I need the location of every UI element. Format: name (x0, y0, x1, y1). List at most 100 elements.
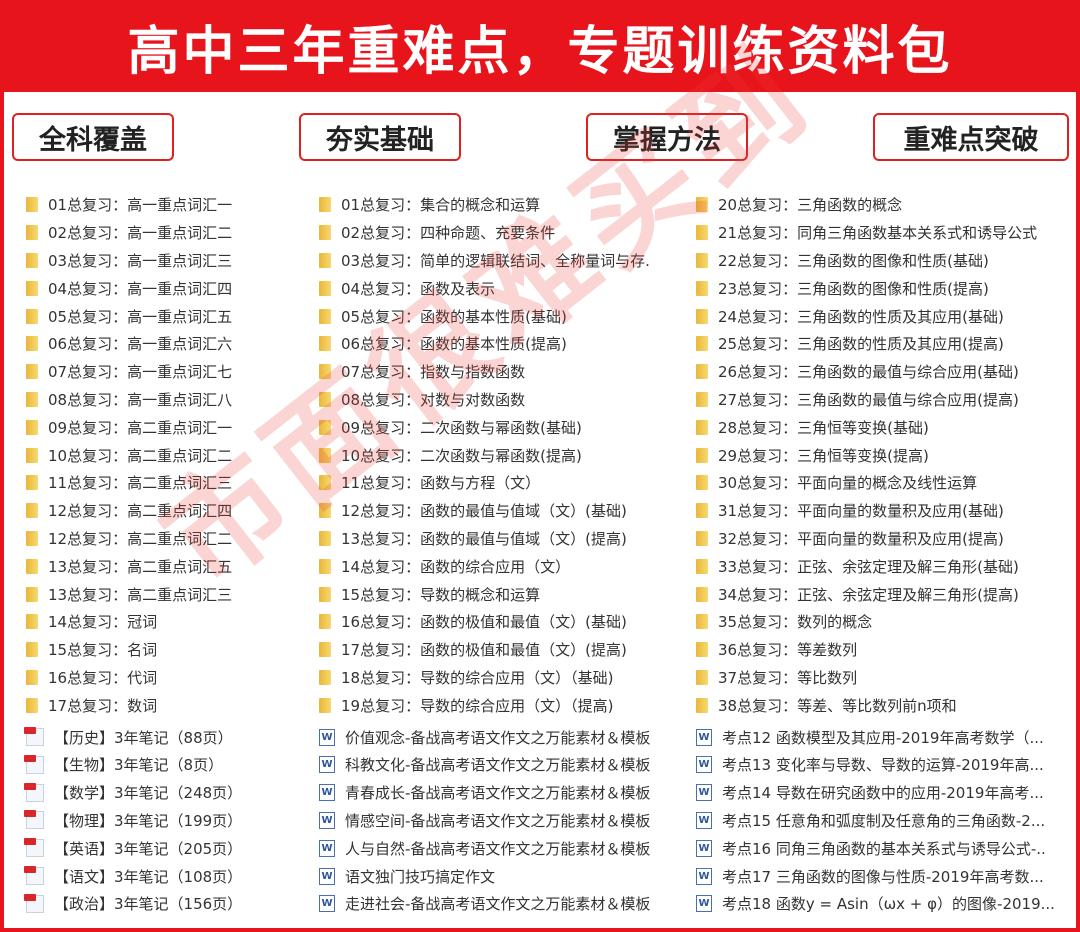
file-item[interactable]: 【历史】3年笔记（88页） (24, 723, 242, 751)
folder-item[interactable]: 19总复习：导数的综合应用（文）（提高) (319, 691, 650, 719)
folder-item[interactable]: 15总复习：导数的概念和运算 (319, 580, 650, 608)
file-item[interactable]: 情感空间-备战高考语文作文之万能素材＆模板 (319, 807, 650, 835)
file-item[interactable]: 价值观念-备战高考语文作文之万能素材＆模板 (319, 723, 650, 751)
file-item[interactable]: 考点13 变化率与导数、导数的运算-2019年高... (696, 751, 1055, 779)
file-item[interactable]: 考点14 导数在研究函数中的应用-2019年高考... (696, 779, 1055, 807)
file-item[interactable]: 人与自然-备战高考语文作文之万能素材＆模板 (319, 834, 650, 862)
item-label: 考点14 导数在研究函数中的应用-2019年高考... (722, 784, 1044, 803)
folder-item[interactable]: 06总复习：函数的基本性质(提高) (319, 330, 650, 358)
file-item[interactable]: 走进社会-备战高考语文作文之万能素材＆模板 (319, 890, 650, 918)
folder-item[interactable]: 35总复习：数列的概念 (696, 608, 1055, 636)
folder-item[interactable]: 16总复习：函数的极值和最值（文）(基础) (319, 608, 650, 636)
folder-item[interactable]: 07总复习：高一重点词汇七 (26, 358, 242, 386)
item-label: 24总复习：三角函数的性质及其应用(基础) (718, 307, 1004, 326)
file-item[interactable]: 青春成长-备战高考语文作文之万能素材＆模板 (319, 779, 650, 807)
file-item[interactable]: 【语文】3年笔记（108页） (24, 862, 242, 890)
folder-item[interactable]: 25总复习：三角函数的性质及其应用(提高) (696, 330, 1055, 358)
folder-item[interactable]: 12总复习：函数的最值与值域（文）(基础) (319, 497, 650, 525)
folder-item[interactable]: 14总复习：冠词 (26, 608, 242, 636)
folder-item[interactable]: 15总复习：名词 (26, 636, 242, 664)
folder-item[interactable]: 36总复习：等差数列 (696, 636, 1055, 664)
folder-item[interactable]: 09总复习：二次函数与幂函数(基础) (319, 413, 650, 441)
folder-icon (26, 697, 38, 713)
folder-item[interactable]: 01总复习：集合的概念和运算 (319, 191, 650, 219)
folder-icon (696, 252, 708, 268)
folder-item[interactable]: 07总复习：指数与指数函数 (319, 358, 650, 386)
item-label: 18总复习：导数的综合应用（文）（基础) (341, 668, 614, 687)
folder-item[interactable]: 30总复习：平面向量的概念及线性运算 (696, 469, 1055, 497)
folder-item[interactable]: 28总复习：三角恒等变换(基础) (696, 413, 1055, 441)
file-item[interactable]: 考点17 三角函数的图像与性质-2019年高考数... (696, 862, 1055, 890)
folder-item[interactable]: 03总复习：简单的逻辑联结词、全称量词与存. (319, 247, 650, 275)
folder-icon (319, 475, 331, 491)
folder-item[interactable]: 03总复习：高一重点词汇三 (26, 247, 242, 275)
folder-item[interactable]: 32总复习：平面向量的数量积及应用(提高) (696, 525, 1055, 553)
word-file-icon (696, 784, 712, 802)
folder-item[interactable]: 08总复习：对数与对数函数 (319, 386, 650, 414)
folder-item[interactable]: 22总复习：三角函数的图像和性质(基础) (696, 247, 1055, 275)
item-label: 08总复习：对数与对数函数 (341, 390, 526, 409)
folder-item[interactable]: 04总复习：函数及表示 (319, 274, 650, 302)
folder-item[interactable]: 38总复习：等差、等比数列前n项和 (696, 691, 1055, 719)
folder-item[interactable]: 01总复习：高一重点词汇一 (26, 191, 242, 219)
folder-item[interactable]: 20总复习：三角函数的概念 (696, 191, 1055, 219)
folder-item[interactable]: 16总复习：代词 (26, 664, 242, 692)
folder-item[interactable]: 13总复习：高二重点词汇五 (26, 552, 242, 580)
folder-item[interactable]: 13总复习：函数的最值与值域（文）(提高) (319, 525, 650, 553)
folder-item[interactable]: 26总复习：三角函数的最值与综合应用(基础) (696, 358, 1055, 386)
file-item[interactable]: 【政治】3年笔记（156页） (24, 890, 243, 918)
item-label: 14总复习：冠词 (48, 613, 158, 632)
file-item[interactable]: 【英语】3年笔记（205页） (24, 834, 242, 862)
item-label: 人与自然-备战高考语文作文之万能素材＆模板 (345, 839, 651, 858)
file-item[interactable]: 考点15 任意角和弧度制及任意角的三角函数-2... (696, 807, 1055, 835)
item-label: 32总复习：平面向量的数量积及应用(提高) (718, 529, 1004, 548)
item-label: 12总复习：高二重点词汇四 (48, 502, 233, 521)
folder-item[interactable]: 10总复习：高二重点词汇二 (26, 441, 242, 469)
folder-item[interactable]: 24总复习：三角函数的性质及其应用(基础) (696, 302, 1055, 330)
folder-item[interactable]: 17总复习：函数的极值和最值（文）(提高) (319, 636, 650, 664)
folder-item[interactable]: 12总复习：高二重点词汇四 (26, 497, 242, 525)
file-item[interactable]: 语文独门技巧搞定作文 (319, 862, 650, 890)
folder-item[interactable]: 34总复习：正弦、余弦定理及解三角形(提高) (696, 580, 1055, 608)
file-item[interactable]: 考点12 函数模型及其应用-2019年高考数学（... (696, 723, 1055, 751)
file-item[interactable]: 考点16 同角三角函数的基本关系式与诱导公式-.. (696, 834, 1055, 862)
folder-item[interactable]: 13总复习：高二重点词汇三 (26, 580, 242, 608)
folder-item[interactable]: 14总复习：函数的综合应用（文） (319, 552, 650, 580)
title-banner: 高中三年重难点，专题训练资料包 (0, 0, 1080, 92)
folder-item[interactable]: 29总复习：三角恒等变换(提高) (696, 441, 1055, 469)
folder-item[interactable]: 09总复习：高二重点词汇一 (26, 413, 242, 441)
folder-item[interactable]: 06总复习：高一重点词汇六 (26, 330, 242, 358)
file-item[interactable]: 【生物】3年笔记（8页） (24, 751, 242, 779)
folder-item[interactable]: 04总复习：高一重点词汇四 (26, 274, 242, 302)
folder-item[interactable]: 12总复习：高二重点词汇二 (26, 525, 242, 553)
folder-icon (319, 336, 331, 352)
folder-item[interactable]: 08总复习：高一重点词汇八 (26, 386, 242, 414)
folder-icon (696, 614, 708, 630)
folder-item[interactable]: 21总复习：同角三角函数基本关系式和诱导公式 (696, 219, 1055, 247)
folder-item[interactable]: 27总复习：三角函数的最值与综合应用(提高) (696, 386, 1055, 414)
folder-item[interactable]: 33总复习：正弦、余弦定理及解三角形(基础) (696, 552, 1055, 580)
folder-item[interactable]: 37总复习：等比数列 (696, 664, 1055, 692)
folder-icon (26, 225, 38, 241)
folder-item[interactable]: 05总复习：函数的基本性质(基础) (319, 302, 650, 330)
item-label: 08总复习：高一重点词汇八 (48, 390, 233, 409)
folder-item[interactable]: 18总复习：导数的综合应用（文）（基础) (319, 664, 650, 692)
folder-item[interactable]: 11总复习：高二重点词汇三 (26, 469, 242, 497)
folder-icon (26, 391, 38, 407)
file-item[interactable]: 考点18 函数y = Asin（ωx + φ）的图像-2019... (696, 890, 1055, 918)
pdf-file-icon (24, 754, 44, 774)
folder-item[interactable]: 10总复习：二次函数与幂函数(提高) (319, 441, 650, 469)
folder-item[interactable]: 31总复习：平面向量的数量积及应用(基础) (696, 497, 1055, 525)
folder-item[interactable]: 02总复习：四种命题、充要条件 (319, 219, 650, 247)
folder-icon (319, 225, 331, 241)
folder-item[interactable]: 11总复习：函数与方程（文） (319, 469, 650, 497)
folder-item[interactable]: 17总复习：数词 (26, 691, 242, 719)
file-item[interactable]: 【数学】3年笔记（248页） (24, 779, 242, 807)
word-file-icon (696, 811, 712, 829)
file-item[interactable]: 【物理】3年笔记（199页） (24, 807, 242, 835)
folder-item[interactable]: 23总复习：三角函数的图像和性质(提高) (696, 274, 1055, 302)
item-label: 【政治】3年笔记（156页） (54, 895, 243, 914)
file-item[interactable]: 科教文化-备战高考语文作文之万能素材＆模板 (319, 751, 650, 779)
folder-item[interactable]: 02总复习：高一重点词汇二 (26, 219, 242, 247)
folder-item[interactable]: 05总复习：高一重点词汇五 (26, 302, 242, 330)
